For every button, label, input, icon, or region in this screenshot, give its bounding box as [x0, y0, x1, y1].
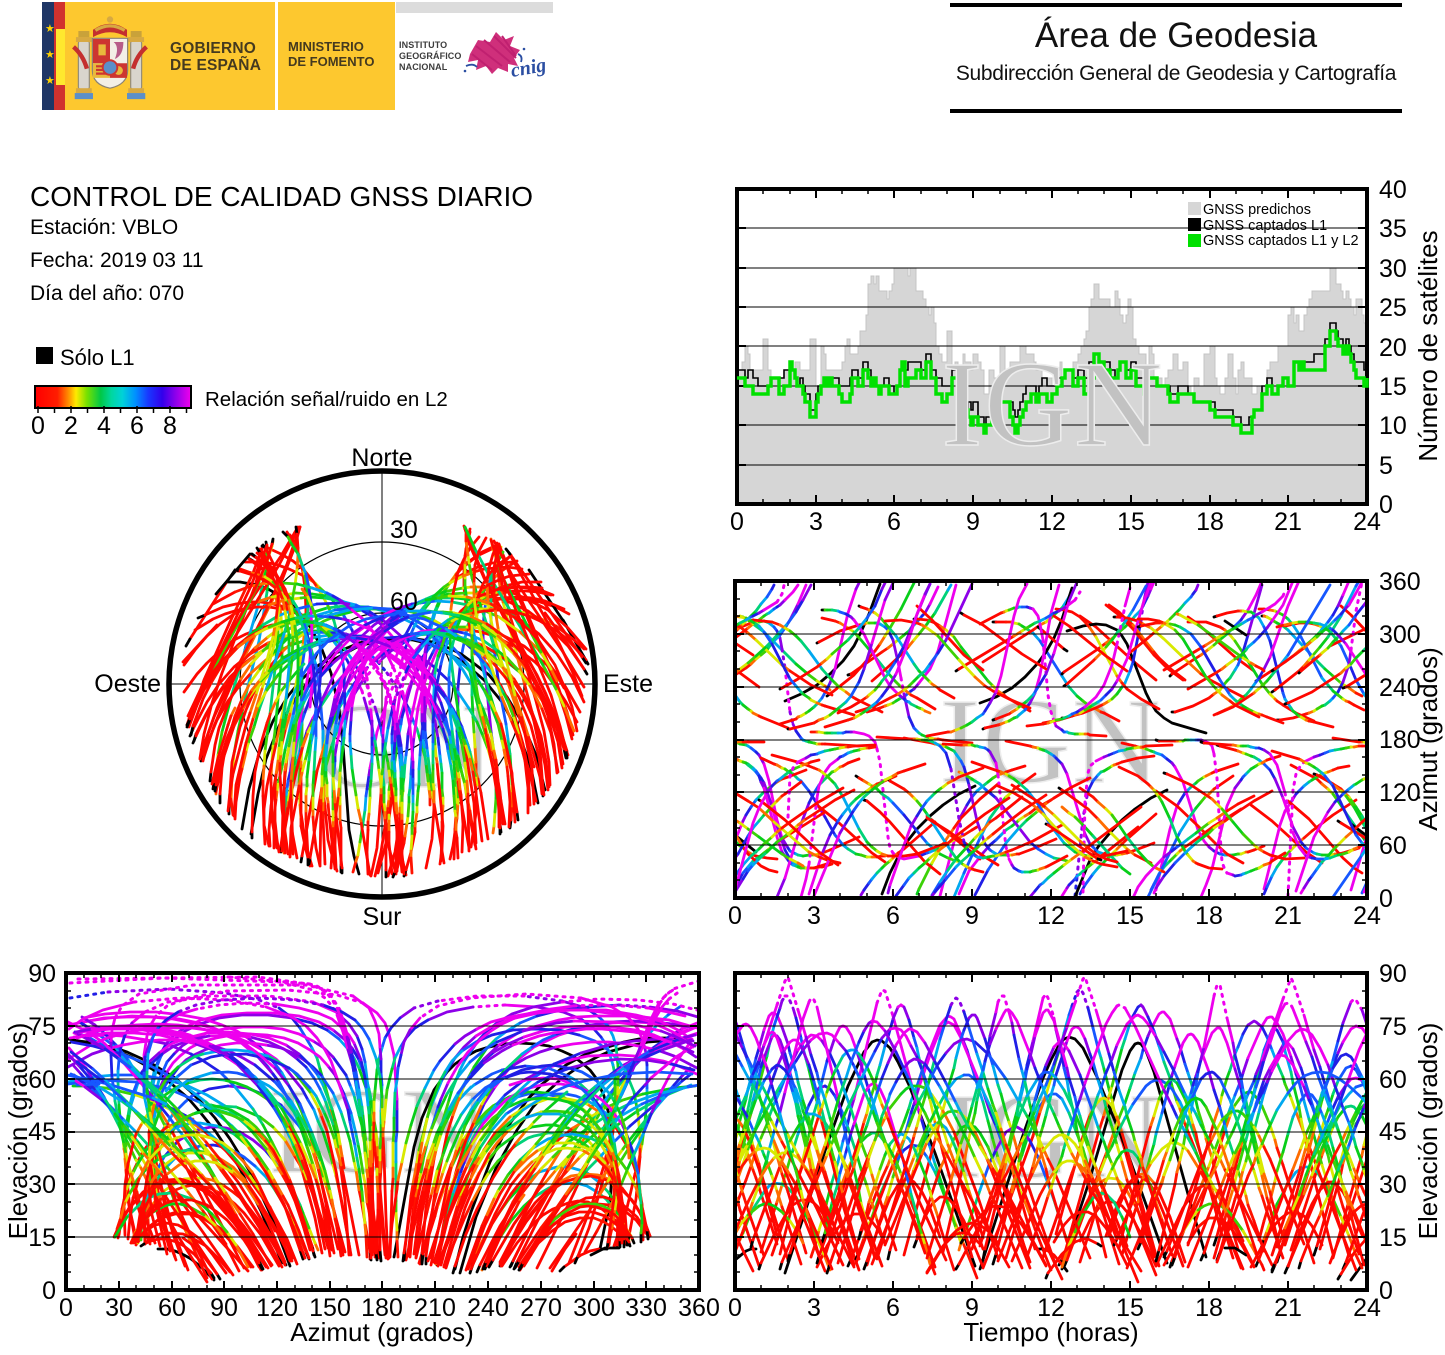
svg-text:330: 330 [625, 1294, 667, 1322]
svg-text:21: 21 [1274, 508, 1302, 536]
svg-text:Azimut (grados): Azimut (grados) [1413, 647, 1443, 831]
svg-text:210: 210 [414, 1294, 456, 1322]
svg-text:30: 30 [390, 516, 418, 544]
svg-text:60: 60 [28, 1066, 56, 1094]
svg-text:3: 3 [807, 902, 821, 930]
svg-text:24: 24 [1353, 508, 1381, 536]
svg-text:75: 75 [28, 1013, 56, 1041]
svg-text:6: 6 [886, 1294, 900, 1322]
svg-text:10: 10 [1379, 412, 1407, 440]
svg-text:180: 180 [1379, 726, 1421, 754]
svg-text:12: 12 [1037, 902, 1065, 930]
svg-text:18: 18 [1196, 508, 1224, 536]
svg-text:30: 30 [28, 1171, 56, 1199]
svg-text:18: 18 [1195, 902, 1223, 930]
svg-text:75: 75 [1379, 1013, 1407, 1041]
svg-text:150: 150 [309, 1294, 351, 1322]
svg-text:360: 360 [678, 1294, 720, 1322]
svg-text:120: 120 [256, 1294, 298, 1322]
svg-text:9: 9 [965, 902, 979, 930]
svg-text:Oeste: Oeste [94, 670, 161, 698]
svg-text:15: 15 [28, 1224, 56, 1252]
svg-text:0: 0 [59, 1294, 73, 1322]
svg-text:120: 120 [1379, 779, 1421, 807]
svg-text:3: 3 [809, 508, 823, 536]
svg-text:GNSS predichos: GNSS predichos [1203, 202, 1311, 218]
svg-text:15: 15 [1379, 373, 1407, 401]
svg-text:15: 15 [1117, 508, 1145, 536]
svg-text:240: 240 [467, 1294, 509, 1322]
svg-text:12: 12 [1037, 1294, 1065, 1322]
svg-text:0: 0 [728, 902, 742, 930]
svg-text:0: 0 [1379, 885, 1393, 913]
svg-text:24: 24 [1353, 1294, 1381, 1322]
svg-text:0: 0 [1379, 1277, 1393, 1305]
svg-text:60: 60 [390, 588, 418, 616]
svg-text:300: 300 [573, 1294, 615, 1322]
svg-text:0: 0 [728, 1294, 742, 1322]
svg-text:60: 60 [1379, 832, 1407, 860]
svg-text:Este: Este [603, 670, 653, 698]
svg-text:24: 24 [1353, 902, 1381, 930]
svg-text:40: 40 [1379, 176, 1407, 204]
svg-text:0: 0 [1379, 491, 1393, 519]
svg-text:12: 12 [1038, 508, 1066, 536]
svg-text:9: 9 [965, 1294, 979, 1322]
svg-text:60: 60 [1379, 1066, 1407, 1094]
svg-text:Tiempo (horas): Tiempo (horas) [963, 1317, 1138, 1347]
svg-text:18: 18 [1195, 1294, 1223, 1322]
svg-text:GNSS captados L1: GNSS captados L1 [1203, 218, 1327, 234]
svg-text:GNSS captados L1 y L2: GNSS captados L1 y L2 [1203, 233, 1359, 249]
svg-text:45: 45 [28, 1118, 56, 1146]
svg-text:IGN: IGN [940, 674, 1163, 809]
svg-text:Sur: Sur [363, 903, 402, 931]
svg-text:30: 30 [105, 1294, 133, 1322]
svg-text:30: 30 [1379, 255, 1407, 283]
svg-text:25: 25 [1379, 294, 1407, 322]
svg-text:IGN: IGN [942, 337, 1165, 472]
svg-text:30: 30 [1379, 1171, 1407, 1199]
svg-text:Norte: Norte [351, 444, 412, 472]
svg-text:15: 15 [1379, 1224, 1407, 1252]
svg-text:Número de satélites: Número de satélites [1413, 230, 1443, 461]
svg-text:0: 0 [42, 1277, 56, 1305]
svg-text:90: 90 [210, 1294, 238, 1322]
svg-text:90: 90 [1379, 960, 1407, 988]
svg-text:20: 20 [1379, 334, 1407, 362]
svg-text:180: 180 [361, 1294, 403, 1322]
svg-text:240: 240 [1379, 674, 1421, 702]
svg-text:Elevación (grados): Elevación (grados) [1413, 1023, 1443, 1240]
svg-text:5: 5 [1379, 452, 1393, 480]
svg-text:6: 6 [886, 902, 900, 930]
svg-text:360: 360 [1379, 568, 1421, 596]
svg-text:90: 90 [28, 960, 56, 988]
svg-text:3: 3 [807, 1294, 821, 1322]
svg-text:0: 0 [730, 508, 744, 536]
svg-text:15: 15 [1116, 902, 1144, 930]
svg-text:Elevación (grados): Elevación (grados) [3, 1023, 33, 1240]
svg-text:270: 270 [520, 1294, 562, 1322]
svg-text:15: 15 [1116, 1294, 1144, 1322]
svg-text:300: 300 [1379, 621, 1421, 649]
svg-text:21: 21 [1274, 902, 1302, 930]
svg-text:21: 21 [1274, 1294, 1302, 1322]
svg-text:6: 6 [887, 508, 901, 536]
svg-text:45: 45 [1379, 1118, 1407, 1146]
svg-text:60: 60 [158, 1294, 186, 1322]
svg-text:35: 35 [1379, 215, 1407, 243]
svg-text:Azimut (grados): Azimut (grados) [290, 1317, 474, 1347]
svg-text:9: 9 [966, 508, 980, 536]
